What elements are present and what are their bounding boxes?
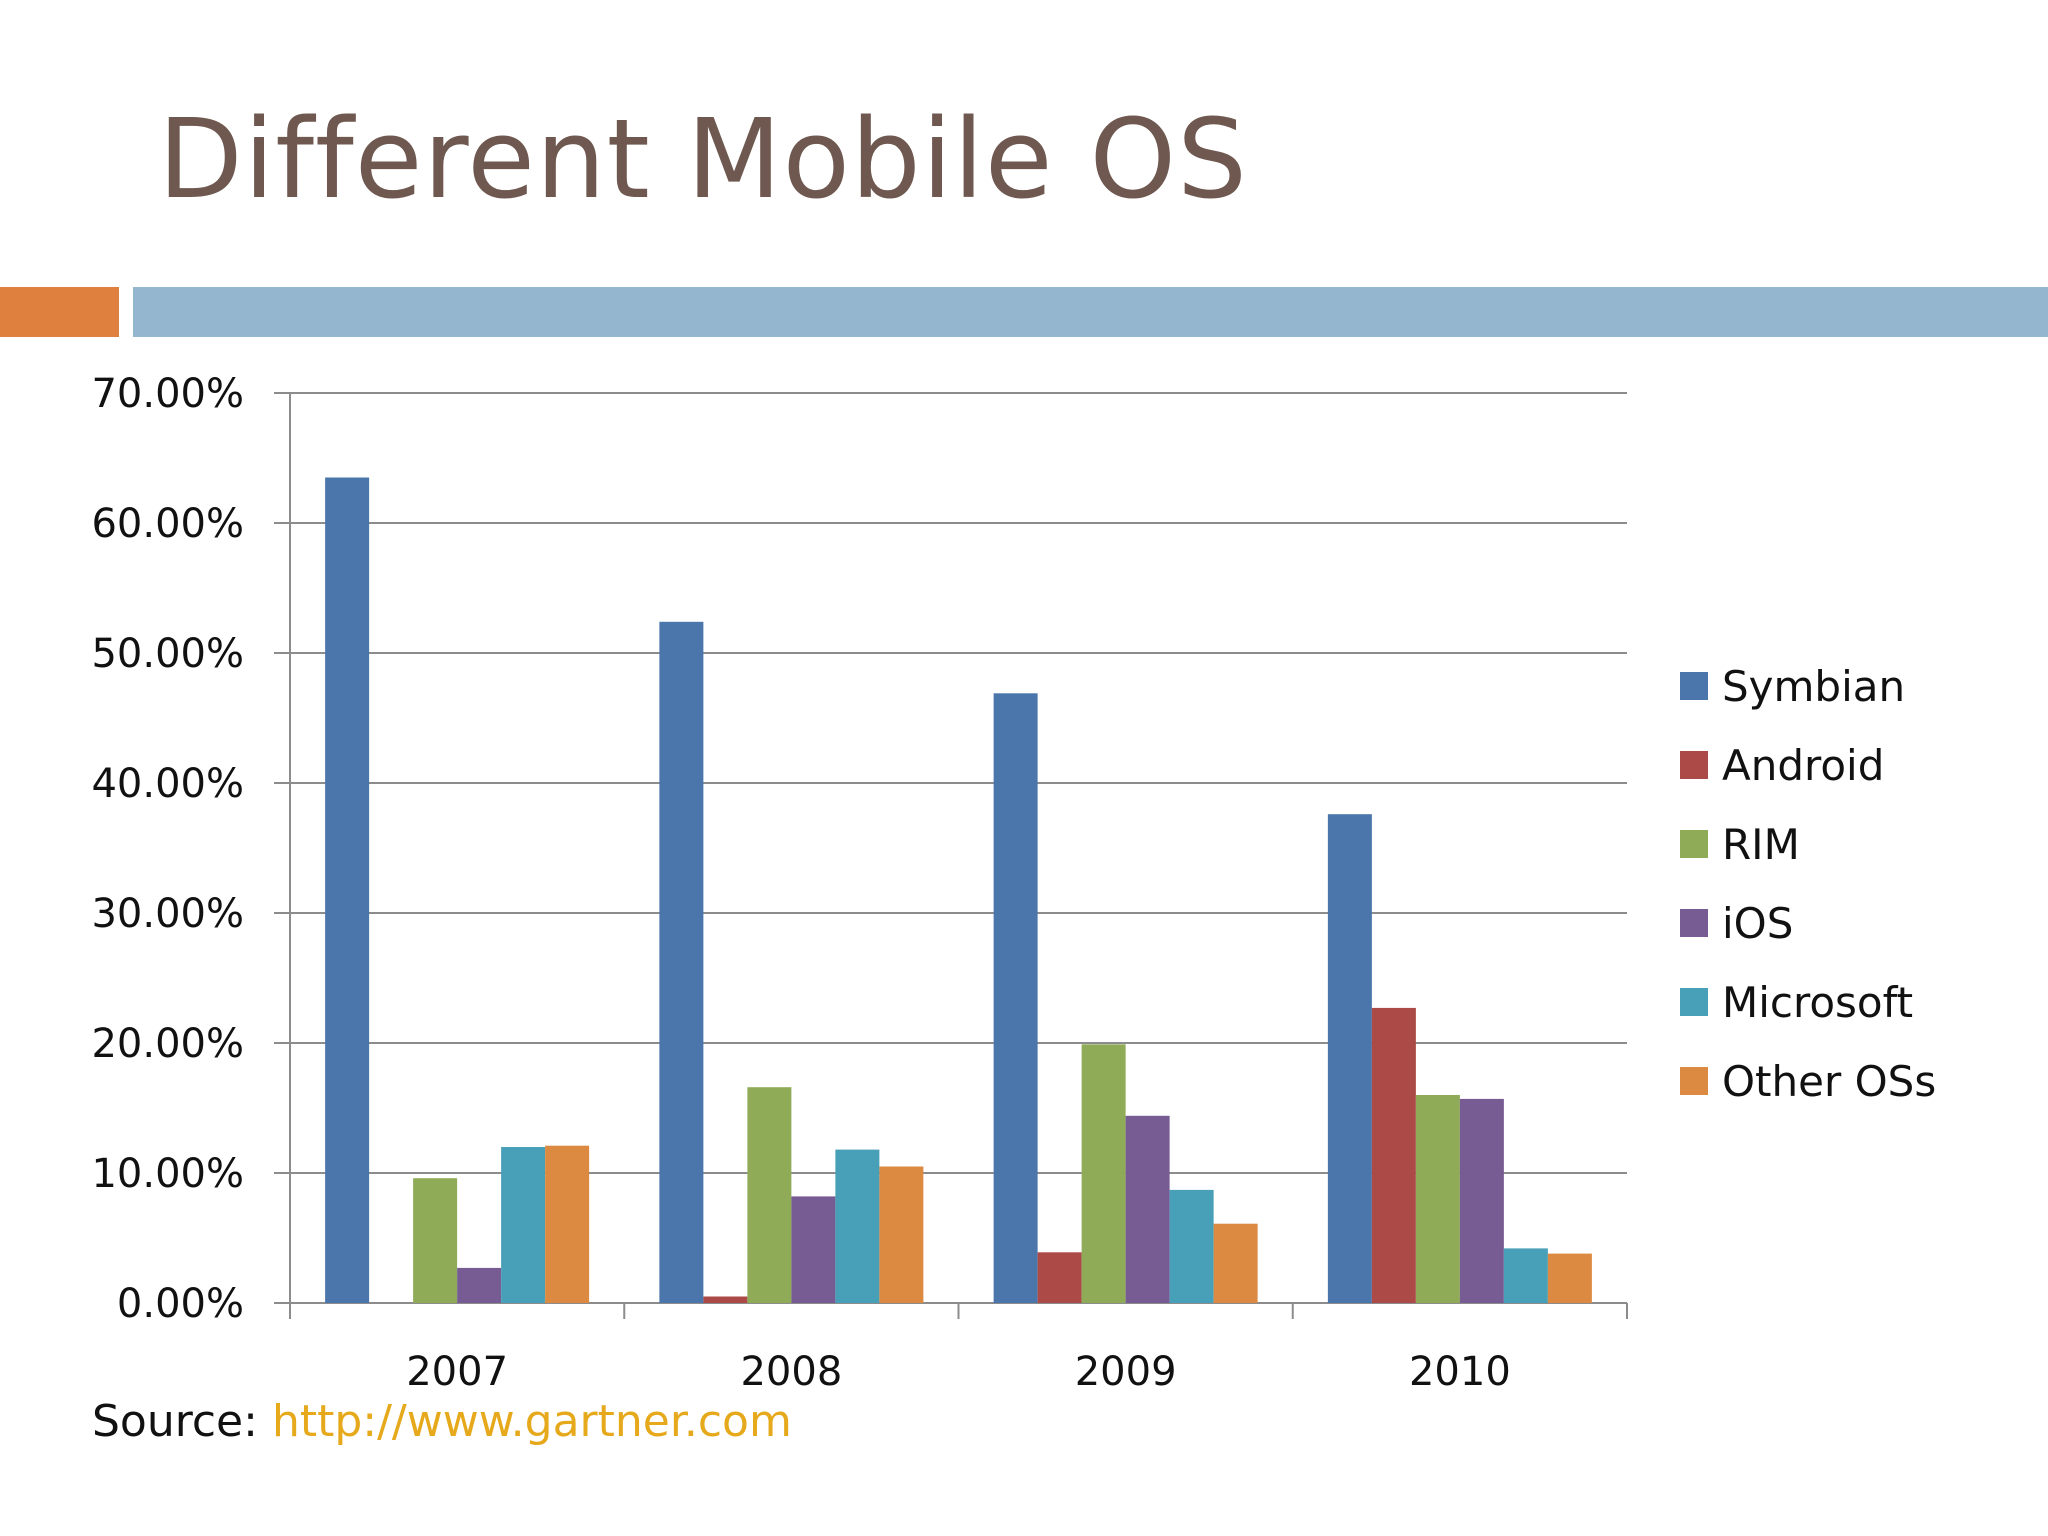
- bar-other-oss-2007: [545, 1145, 590, 1303]
- slide-title: Different Mobile OS: [158, 95, 1248, 223]
- legend-swatch: [1680, 1067, 1708, 1095]
- bar-ios-2007: [457, 1267, 502, 1303]
- bar-symbian-2007: [325, 477, 370, 1303]
- bar-other-oss-2008: [879, 1166, 924, 1303]
- legend-label: RIM: [1722, 820, 1800, 869]
- bar-microsoft-2007: [501, 1147, 546, 1303]
- bar-symbian-2009: [993, 693, 1038, 1303]
- x-tick-label: 2008: [740, 1349, 842, 1390]
- y-tick-label: 20.00%: [91, 1021, 244, 1067]
- legend-swatch: [1680, 988, 1708, 1016]
- x-tick-label: 2010: [1409, 1349, 1511, 1390]
- market-share-bar-chart: 0.00% 10.00% 20.00% 30.00% 40.00% 50.00% 60.00…: [91, 371, 1936, 1390]
- bar-rim-2008: [747, 1087, 792, 1303]
- legend-label: Symbian: [1722, 662, 1905, 711]
- chart-legend: Symbian Android RIM iOS Microsoft Other OSs: [1680, 662, 1936, 1106]
- legend-label: iOS: [1722, 899, 1793, 948]
- legend-swatch: [1680, 830, 1708, 858]
- y-tick-label: 0.00%: [117, 1281, 244, 1327]
- chart-bars: [325, 477, 1592, 1303]
- legend-swatch: [1680, 672, 1708, 700]
- y-tick-label: 40.00%: [91, 761, 244, 807]
- y-tick-label: 60.00%: [91, 501, 244, 547]
- y-tick-label: 50.00%: [91, 631, 244, 677]
- y-tick-label: 30.00%: [91, 891, 244, 937]
- source-label: Source:: [92, 1396, 272, 1447]
- bar-android-2008: [703, 1296, 748, 1303]
- bar-rim-2007: [413, 1178, 458, 1303]
- legend-label: Android: [1722, 741, 1884, 790]
- bar-symbian-2010: [1327, 814, 1372, 1303]
- bar-ios-2009: [1125, 1115, 1170, 1303]
- y-tick-label: 10.00%: [91, 1151, 244, 1197]
- bar-other-oss-2010: [1547, 1253, 1592, 1303]
- bar-ios-2010: [1459, 1098, 1504, 1303]
- bar-other-oss-2009: [1213, 1223, 1258, 1303]
- legend-swatch: [1680, 751, 1708, 779]
- bar-microsoft-2008: [835, 1149, 880, 1303]
- bar-microsoft-2009: [1169, 1189, 1214, 1303]
- x-axis-tick-labels: 2007 2008 2009 2010: [406, 1349, 1511, 1390]
- bar-rim-2009: [1081, 1044, 1126, 1303]
- bar-android-2009: [1037, 1252, 1082, 1303]
- y-tick-label: 70.00%: [91, 371, 244, 417]
- y-axis-tick-labels: 0.00% 10.00% 20.00% 30.00% 40.00% 50.00% 60.00…: [91, 371, 244, 1327]
- x-tick-label: 2009: [1075, 1349, 1177, 1390]
- chart-gridlines: [290, 392, 1627, 1174]
- legend-label: Microsoft: [1722, 978, 1913, 1027]
- legend-label: Other OSs: [1722, 1057, 1936, 1106]
- bar-symbian-2008: [659, 621, 704, 1303]
- title-accent-bar-blue: [133, 287, 2048, 337]
- source-citation: Source: http://www.gartner.com: [92, 1396, 792, 1447]
- bar-android-2010: [1371, 1007, 1416, 1303]
- bar-microsoft-2010: [1503, 1248, 1548, 1303]
- title-accent-bar-orange: [0, 287, 119, 337]
- bar-ios-2008: [791, 1196, 836, 1303]
- bar-rim-2010: [1415, 1095, 1460, 1303]
- legend-swatch: [1680, 909, 1708, 937]
- x-tick-label: 2007: [406, 1349, 508, 1390]
- source-link[interactable]: http://www.gartner.com: [271, 1396, 792, 1447]
